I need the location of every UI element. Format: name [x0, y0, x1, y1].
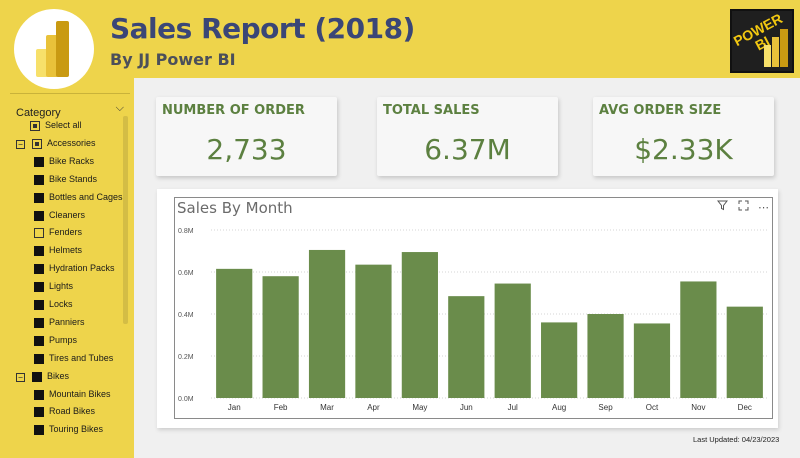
sidebar-divider — [10, 93, 130, 94]
slicer-item-label: Select all — [45, 120, 82, 130]
checkbox[interactable] — [34, 264, 44, 274]
checkbox[interactable] — [32, 372, 42, 382]
filter-icon[interactable] — [716, 200, 729, 214]
slicer-item-label: Mountain Bikes — [49, 389, 111, 399]
slicer-item-label: Bottles and Cages — [49, 192, 123, 202]
chart-toolbar: ⋯ — [716, 200, 775, 214]
checkbox[interactable] — [32, 139, 42, 149]
slicer-item-label: Hydration Packs — [49, 263, 115, 273]
checkbox[interactable] — [34, 228, 44, 238]
power-bi-badge: POWER BI — [730, 9, 794, 73]
slicer-item-label: Bike Stands — [49, 174, 98, 184]
checkbox[interactable] — [34, 390, 44, 400]
last-updated-text: Last Updated: 04/23/2023 — [693, 435, 780, 444]
report-header — [0, 0, 800, 78]
slicer-scrollbar[interactable] — [123, 116, 128, 324]
checkbox[interactable] — [34, 193, 44, 203]
kpi-label: AVG ORDER SIZE — [599, 103, 722, 118]
collapse-icon[interactable]: − — [16, 140, 25, 149]
checkbox[interactable] — [34, 246, 44, 256]
category-slicer-header[interactable]: Category ⌵ — [16, 101, 126, 119]
slicer-item-label: Bike Racks — [49, 156, 95, 166]
kpi-label: NUMBER OF ORDER — [162, 103, 305, 118]
category-slicer-title: Category — [16, 107, 61, 119]
slicer-item-label: Helmets — [49, 245, 83, 255]
checkbox[interactable] — [34, 157, 44, 167]
report-title: Sales Report (2018) — [110, 12, 415, 45]
chevron-down-icon[interactable]: ⌵ — [115, 101, 124, 114]
slicer-item-label: Bikes — [47, 371, 70, 381]
checkbox[interactable] — [30, 121, 40, 131]
chart-title: Sales By Month — [177, 199, 293, 217]
sales-by-month-chart[interactable] — [174, 197, 773, 419]
focus-mode-icon[interactable] — [738, 200, 749, 214]
powerbi-logo-icon — [36, 21, 69, 77]
slicer-item-label: Road Bikes — [49, 406, 96, 416]
sidebar — [0, 78, 134, 458]
kpi-card-total-sales[interactable]: TOTAL SALES 6.37M — [377, 97, 558, 176]
slicer-item-label: Pumps — [49, 335, 78, 345]
checkbox[interactable] — [34, 336, 44, 346]
checkbox[interactable] — [34, 282, 44, 292]
kpi-card-avg-order-size[interactable]: AVG ORDER SIZE $2.33K — [593, 97, 774, 176]
kpi-value: 2,733 — [206, 133, 287, 166]
kpi-value: $2.33K — [634, 133, 733, 166]
kpi-card-orders[interactable]: NUMBER OF ORDER 2,733 — [156, 97, 337, 176]
slicer-item-label: Panniers — [49, 317, 85, 327]
kpi-value: 6.37M — [424, 133, 511, 166]
checkbox[interactable] — [34, 318, 44, 328]
slicer-item-label: Accessories — [47, 138, 96, 148]
checkbox[interactable] — [34, 407, 44, 417]
kpi-label: TOTAL SALES — [383, 103, 480, 118]
slicer-item-label: Lights — [49, 281, 74, 291]
collapse-icon[interactable]: − — [16, 373, 25, 382]
slicer-item-label: Tires and Tubes — [49, 353, 114, 363]
checkbox[interactable] — [34, 354, 44, 364]
bar-chart-icon — [764, 29, 788, 67]
checkbox[interactable] — [34, 425, 44, 435]
report-subtitle: By JJ Power BI — [110, 50, 236, 69]
slicer-item-label: Touring Bikes — [49, 424, 104, 434]
checkbox[interactable] — [34, 211, 44, 221]
slicer-item-label: Cleaners — [49, 210, 86, 220]
report-logo — [14, 9, 94, 89]
checkbox[interactable] — [34, 300, 44, 310]
slicer-item-label: Locks — [49, 299, 73, 309]
checkbox[interactable] — [34, 175, 44, 185]
slicer-item-label: Fenders — [49, 227, 83, 237]
more-options-icon[interactable]: ⋯ — [758, 201, 769, 214]
